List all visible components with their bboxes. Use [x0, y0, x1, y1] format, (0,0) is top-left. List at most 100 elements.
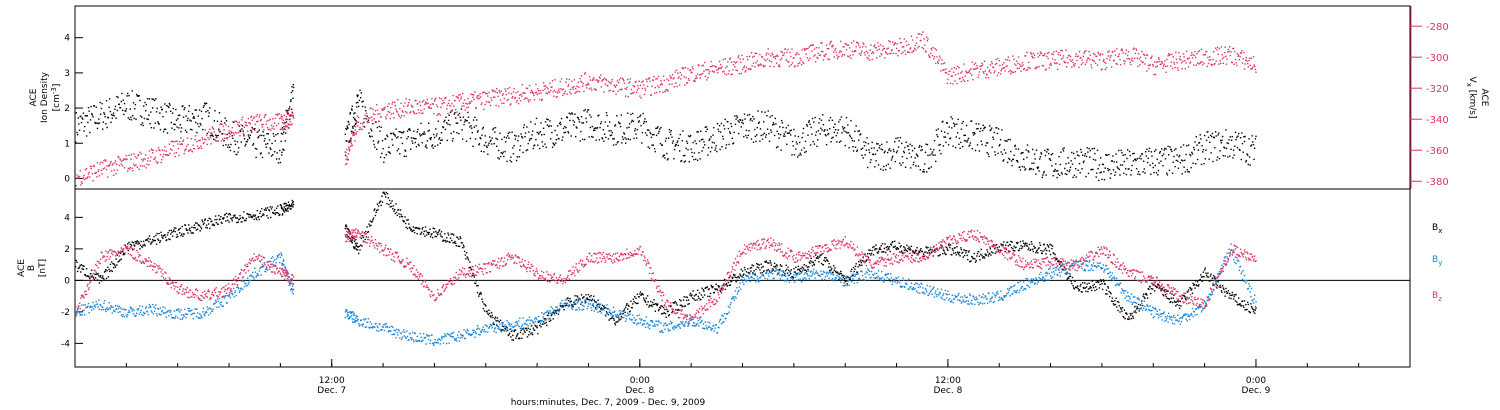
vx-series-point	[1188, 57, 1190, 59]
vx-series-point	[856, 41, 859, 44]
density-series-point	[815, 134, 817, 136]
vx-series-point	[287, 123, 289, 125]
bx-series-point	[759, 269, 761, 271]
vx-series-point	[985, 77, 987, 79]
vx-series-point	[618, 81, 620, 84]
density-series-point	[541, 141, 543, 143]
vx-series-point	[723, 73, 726, 75]
density-series-point	[640, 124, 642, 127]
density-series-point	[466, 120, 468, 122]
vx-series-point	[292, 115, 294, 118]
density-series-point	[1138, 157, 1140, 159]
density-series-point	[1251, 135, 1253, 137]
density-series-point	[241, 128, 243, 130]
bx-series-point	[228, 221, 230, 223]
density-series-point	[1017, 161, 1019, 163]
density-series-point	[372, 122, 374, 125]
vx-series-point	[246, 125, 248, 127]
bx-series-point	[406, 219, 408, 221]
vx-series-point	[759, 63, 762, 65]
density-series-point	[1022, 151, 1024, 154]
bx-series-point	[253, 218, 255, 221]
density-series-point	[860, 133, 862, 135]
density-series-point	[730, 125, 733, 128]
bx-series-point	[833, 269, 835, 271]
vx-series-point	[892, 41, 894, 43]
density-series-point	[727, 127, 730, 130]
density-series-point	[1044, 149, 1046, 152]
vx-series-point	[531, 90, 533, 93]
vx-series-point	[96, 176, 98, 178]
bx-series-point	[451, 233, 454, 235]
vx-series-point	[851, 50, 853, 53]
density-series-point	[863, 141, 865, 143]
vx-series-point	[770, 55, 772, 57]
density-series-point	[855, 125, 857, 127]
density-series-point	[576, 127, 578, 129]
bx-series-point	[284, 202, 286, 204]
density-series-point	[283, 149, 285, 151]
bx-series-point	[798, 268, 800, 270]
density-series-point	[112, 112, 115, 114]
bx-series-point	[723, 278, 726, 281]
density-series-point	[924, 151, 927, 153]
vx-series-point	[1127, 51, 1129, 53]
density-series-point	[257, 136, 260, 138]
density-series-point	[349, 140, 351, 142]
vx-series-point	[1191, 52, 1193, 54]
vx-series-point	[558, 91, 561, 93]
vx-series-point	[1053, 62, 1056, 64]
top-left-tick-label: 3	[64, 69, 70, 79]
density-series-point	[734, 123, 737, 126]
bx-series-point	[491, 314, 493, 317]
density-series-point	[1186, 145, 1188, 147]
vx-series-point	[580, 75, 583, 77]
density-series-point	[403, 155, 405, 157]
bx-series-point	[200, 228, 203, 230]
density-series-point	[187, 117, 189, 120]
density-series-point	[85, 115, 87, 117]
vx-series-point	[784, 48, 787, 50]
bx-series-point	[567, 297, 569, 299]
density-series-point	[704, 126, 706, 128]
density-series-point	[986, 151, 988, 154]
bx-series-point	[657, 309, 660, 312]
density-series-point	[417, 128, 419, 131]
density-series-point	[190, 120, 192, 122]
density-series-point	[1008, 158, 1011, 161]
density-series-point	[1111, 160, 1113, 162]
vx-series-point	[262, 123, 264, 126]
vx-series-point	[902, 51, 904, 53]
density-series-point	[539, 131, 542, 133]
vx-series-point	[671, 83, 673, 85]
vx-series-point	[221, 123, 223, 125]
vx-series-point	[1037, 52, 1039, 55]
vx-series-point	[1210, 63, 1212, 65]
vx-series-point	[292, 114, 294, 117]
density-series-point	[284, 140, 286, 142]
density-series-point	[739, 119, 742, 121]
density-series-point	[913, 147, 916, 149]
bx-series-point	[287, 201, 290, 203]
vx-series-point	[438, 97, 441, 99]
density-series-point	[535, 117, 538, 120]
density-series-point	[173, 123, 175, 125]
vx-series-point	[1026, 69, 1029, 71]
density-series-point	[500, 152, 502, 154]
bx-series-point	[390, 205, 393, 208]
density-series-point	[966, 141, 968, 143]
vx-series-point	[1185, 62, 1187, 64]
vx-series-point	[808, 59, 810, 61]
vx-series-point	[379, 113, 381, 115]
density-series-point	[266, 142, 269, 145]
bx-series-point	[948, 244, 950, 247]
density-series-point	[284, 121, 286, 124]
bx-series-point	[173, 227, 176, 229]
density-series-point	[992, 136, 994, 138]
vx-series-point	[664, 90, 667, 93]
vx-series-point	[1198, 50, 1201, 52]
vx-series-point	[750, 52, 753, 54]
density-series-point	[940, 153, 942, 155]
density-series-point	[695, 142, 697, 145]
vx-series-point	[1162, 67, 1164, 70]
